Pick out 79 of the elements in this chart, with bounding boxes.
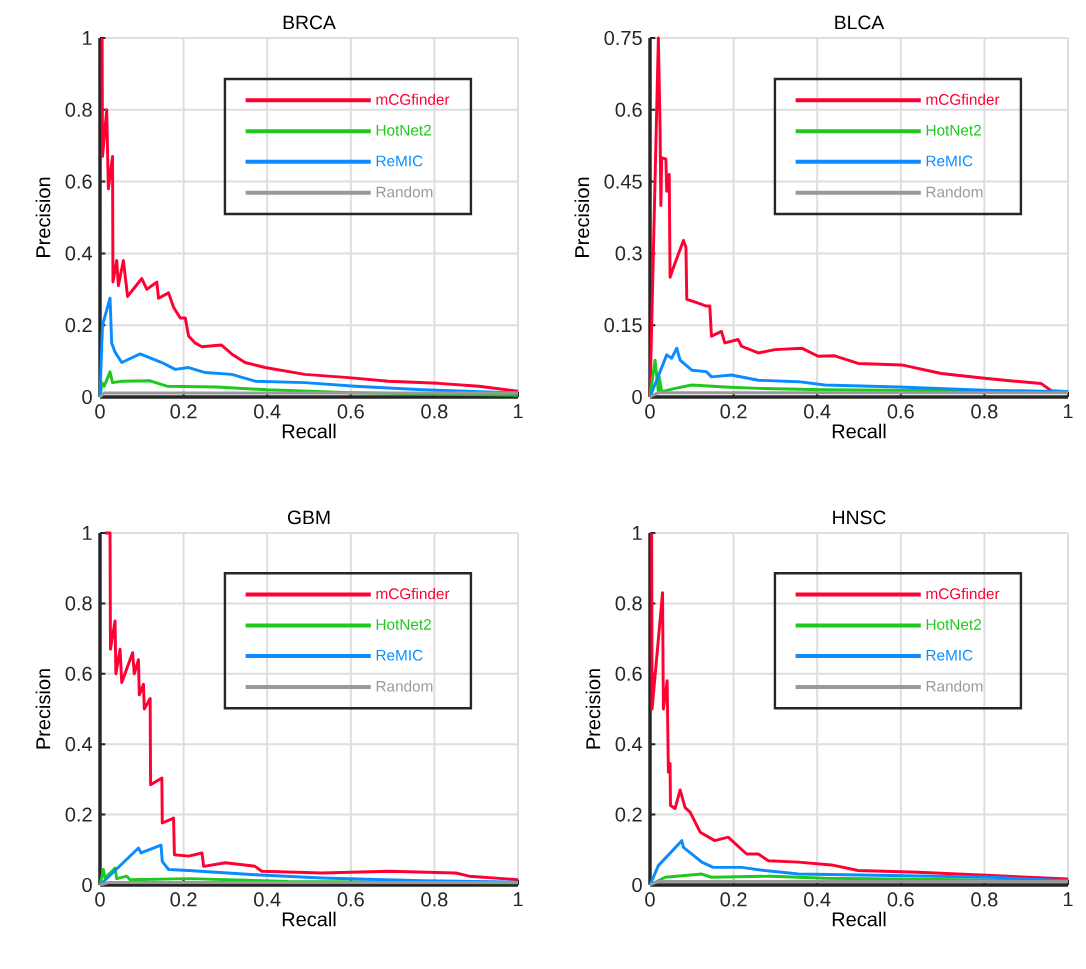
x-tick-label: 0.2 [720,892,747,907]
x-tick-label: 0 [95,892,105,907]
text: mCGfinder [376,587,450,600]
line-series [100,36,520,393]
x-tick-label: 0.6 [337,892,364,907]
text: mCGfinder [926,93,1000,105]
x-axis-title: Recall [282,423,336,439]
text: Random [376,680,433,692]
y-tick-label: 0.4 [65,737,93,752]
line-series [103,531,520,882]
y-tick-label: 0.6 [615,666,642,681]
text: HotNet2 [376,619,431,630]
x-tick-label: 0.6 [887,404,914,419]
text: HotNet2 [926,619,981,630]
y-axis-title: Precision [35,177,51,257]
x-tick-label: 0.8 [421,404,448,419]
x-tick-label: 0.6 [337,404,364,419]
x-axis-title: Recall [832,423,886,439]
y-tick-label: 0.4 [65,246,93,261]
chart-title: GBM [287,510,330,525]
y-tick-label: 1 [83,526,92,540]
x-tick-label: 0.2 [720,404,747,419]
x-tick-label: 1 [513,892,523,907]
text: Random [376,186,433,198]
y-tick-label: 0.8 [65,102,92,117]
text: ReMIC [376,649,423,661]
y-tick-label: 0.4 [615,737,643,752]
y-tick-label: 1 [633,526,642,540]
text: ReMIC [926,155,973,167]
text: Random [926,680,983,692]
x-tick-label: 0.4 [804,892,831,907]
y-tick-label: 0.8 [615,596,642,611]
y-tick-label: 0.75 [604,30,642,46]
y-tick-label: 0.2 [615,807,642,822]
y-tick-label: 0 [82,389,92,405]
x-tick-label: 0.4 [254,892,281,907]
text: ReMIC [376,155,423,167]
text: Random [926,186,983,198]
y-tick-label: 0 [82,877,92,893]
x-tick-label: 0.2 [170,404,197,419]
x-tick-label: 0 [95,404,105,419]
y-tick-label: 0.6 [615,102,642,117]
x-tick-label: 1 [1063,404,1073,419]
text: HotNet2 [926,124,981,136]
y-axis-title: Precision [574,177,590,257]
x-tick-label: 0.8 [971,404,998,419]
text: HotNet2 [376,124,431,136]
x-tick-label: 0.4 [254,404,281,419]
y-tick-label: 1 [83,31,92,45]
x-axis-title: Recall [832,911,886,927]
x-axis-title: Recall [282,911,336,927]
x-tick-label: 0 [645,404,655,419]
x-tick-label: 1 [513,404,523,419]
text: mCGfinder [926,587,1000,600]
x-tick-label: 0.4 [804,404,831,419]
line-series [650,531,1070,881]
y-tick-label: 0 [632,389,642,405]
x-tick-label: 0.8 [421,892,448,907]
x-tick-label: 1 [1063,892,1073,907]
y-tick-label: 0.2 [65,318,92,333]
x-tick-label: 0 [645,892,655,907]
x-tick-label: 0.8 [971,892,998,907]
y-axis-title: Precision [35,669,51,749]
y-tick-label: 0 [632,877,642,893]
text: mCGfinder [376,93,450,105]
chart-title: HNSC [833,510,886,525]
y-axis-title: Precision [585,669,601,749]
y-tick-label: 0.3 [615,246,642,261]
y-tick-label: 0.6 [65,666,92,681]
chart-title: BLCA [835,15,885,30]
x-tick-label: 0.2 [170,892,197,907]
y-tick-label: 0.15 [604,318,642,333]
text: ReMIC [926,649,973,661]
y-tick-label: 0.2 [65,807,92,822]
x-tick-label: 0.6 [887,892,914,907]
y-tick-label: 0.45 [604,174,642,189]
y-tick-label: 0.6 [65,174,92,189]
chart-title: BRCA [283,15,336,30]
y-tick-label: 0.8 [65,596,92,611]
